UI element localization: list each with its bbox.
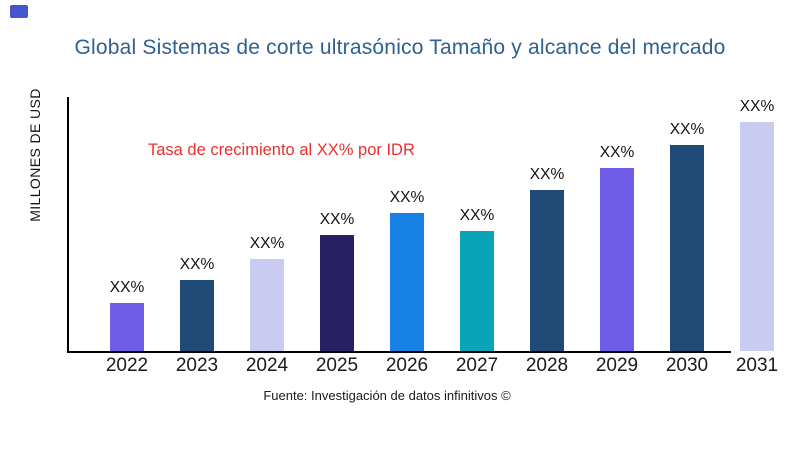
growth-rate-annotation: Tasa de crecimiento al XX% por IDR	[148, 141, 415, 159]
y-axis-title-text: MILLONES DE USD	[27, 88, 43, 222]
bar-value-label-2026: XX%	[389, 189, 425, 206]
x-tick-2027: 2027	[455, 355, 499, 376]
bar-value-label-2023: XX%	[179, 256, 215, 273]
bar-2027	[460, 231, 494, 351]
bar-value-label-2027: XX%	[459, 207, 495, 224]
bar-2029	[600, 168, 634, 351]
bar-2030	[670, 145, 704, 351]
source-attribution: Fuente: Investigación de datos infinitiv…	[263, 388, 511, 403]
x-tick-2030: 2030	[665, 355, 709, 376]
bar-value-label-2022: XX%	[109, 279, 145, 296]
bar-value-label-2025: XX%	[319, 211, 355, 228]
logo-mark	[10, 5, 28, 18]
bar-2022	[110, 303, 144, 351]
bar-2026	[390, 213, 424, 351]
bar-2023	[180, 280, 214, 351]
bar-value-label-2028: XX%	[529, 166, 565, 183]
y-axis-line	[67, 97, 69, 353]
x-tick-2025: 2025	[315, 355, 359, 376]
chart-title: Global Sistemas de corte ultrasónico Tam…	[74, 36, 726, 59]
x-tick-2024: 2024	[245, 355, 289, 376]
x-tick-2023: 2023	[175, 355, 219, 376]
x-tick-2028: 2028	[525, 355, 569, 376]
bar-value-label-2029: XX%	[599, 144, 635, 161]
x-tick-2022: 2022	[105, 355, 149, 376]
x-axis-line	[67, 351, 731, 353]
bar-value-label-2031: XX%	[739, 98, 775, 115]
bar-value-label-2024: XX%	[249, 235, 285, 252]
bar-2024	[250, 259, 284, 351]
bar-value-label-2030: XX%	[669, 121, 705, 138]
bar-2031	[740, 122, 774, 351]
x-tick-2031: 2031	[735, 355, 779, 376]
x-tick-2026: 2026	[385, 355, 429, 376]
bar-2025	[320, 235, 354, 351]
x-tick-2029: 2029	[595, 355, 639, 376]
bar-2028	[530, 190, 564, 351]
